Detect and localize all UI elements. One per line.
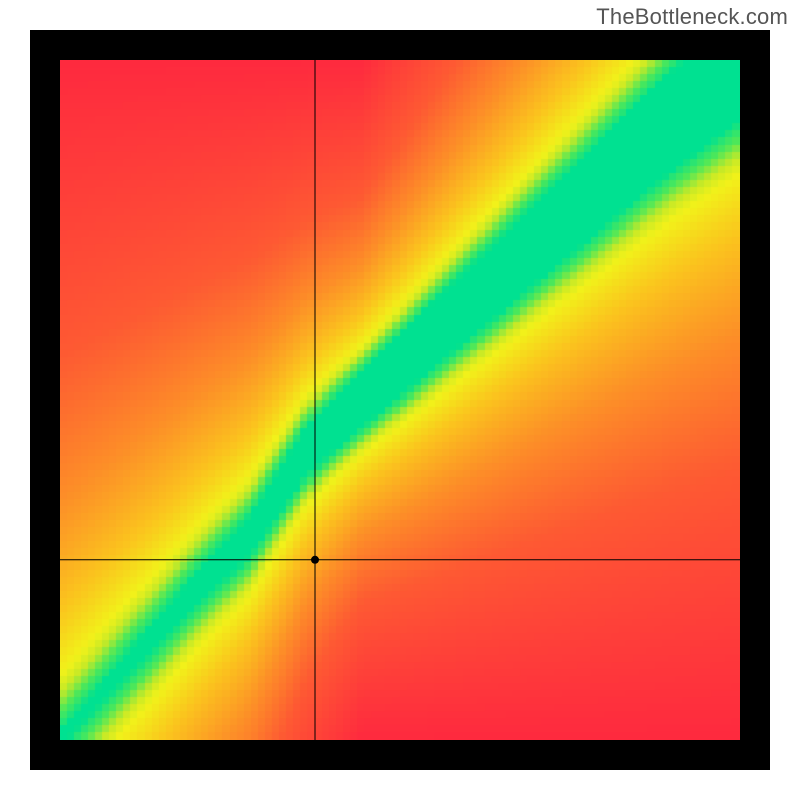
heatmap-chart <box>30 30 770 770</box>
heatmap-canvas <box>60 60 740 740</box>
watermark-text: TheBottleneck.com <box>596 4 788 30</box>
